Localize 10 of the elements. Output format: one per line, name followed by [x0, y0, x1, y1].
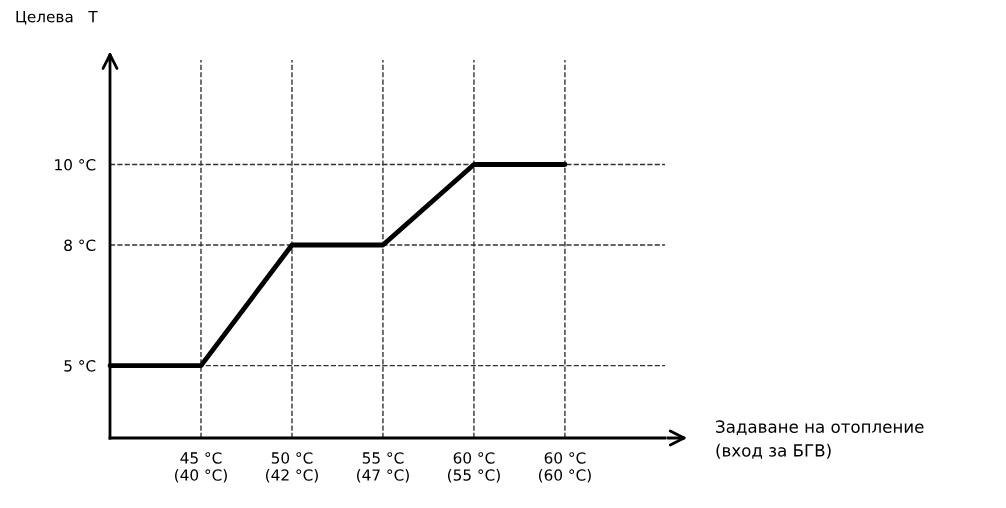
y-tick-label: 10 °C: [55, 159, 96, 171]
y-tick-label: 8 °C: [64, 239, 96, 251]
x-tick-label: 45 °C (40 °C): [175, 452, 227, 483]
x-tick-label: 60 °C (60 °C): [538, 452, 591, 483]
x-tick-label: 50 °C (42 °C): [266, 452, 318, 483]
x-tick-label: 55 °C (47 °C): [357, 452, 409, 483]
x-tick-label: 60 °C (55 °C): [447, 452, 500, 483]
y-tick-label: 5 °C: [64, 360, 96, 372]
y-axis-title: Целева T: [16, 11, 98, 25]
x-axis-title: Задаване на отопление (вход за БГВ): [716, 420, 924, 459]
